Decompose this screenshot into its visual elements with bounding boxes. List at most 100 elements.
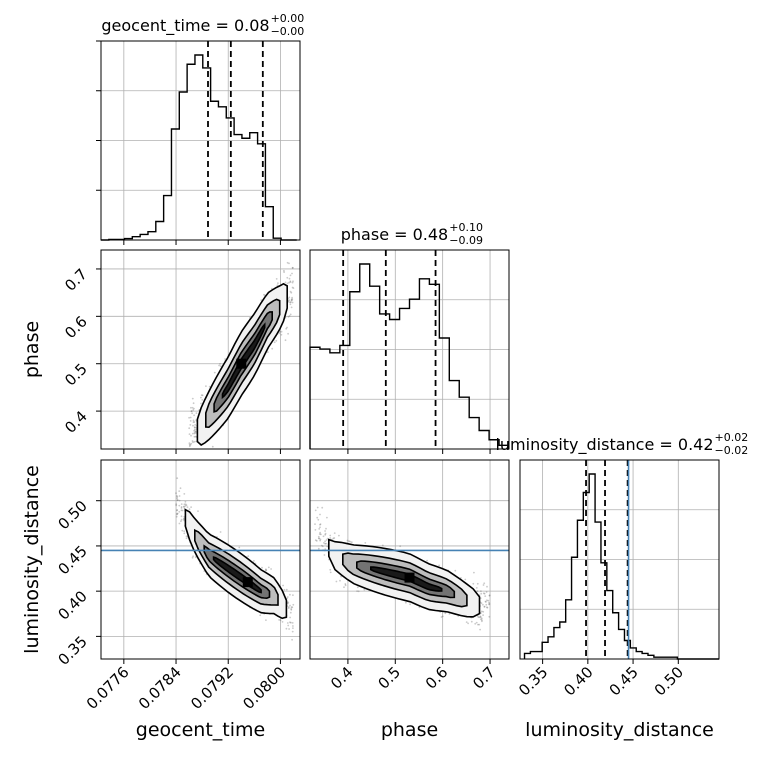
scatter-point <box>291 638 293 641</box>
histogram-luminosity_distance <box>523 473 719 660</box>
scatter-point <box>319 531 321 534</box>
scatter-point <box>287 607 290 609</box>
scatter-point <box>290 608 293 610</box>
scatter-point <box>290 298 293 301</box>
scatter-point <box>279 330 281 333</box>
scatter-point <box>340 575 342 578</box>
scatter-point <box>440 616 443 618</box>
scatter-point <box>314 509 317 512</box>
density-peak <box>236 358 247 369</box>
scatter-point <box>482 584 485 586</box>
scatter-point <box>191 471 193 473</box>
scatter-point <box>199 458 201 460</box>
scatter-point <box>188 442 191 445</box>
scatter-point <box>287 332 289 335</box>
scatter-point <box>195 432 198 434</box>
scatter-point <box>329 568 332 571</box>
scatter-point <box>289 274 292 277</box>
scatter-point <box>192 421 195 423</box>
scatter-point <box>279 619 282 622</box>
scatter-point <box>291 606 294 609</box>
scatter-point <box>321 545 324 548</box>
scatter-point <box>480 618 482 621</box>
scatter-point <box>478 623 481 626</box>
scatter-point <box>189 472 191 474</box>
panel-grid <box>520 460 719 659</box>
scatter-point <box>287 624 290 627</box>
scatter-point <box>482 614 484 616</box>
scatter-point <box>193 432 196 435</box>
scatter-point <box>290 299 293 302</box>
x-tick-label-luminosity_distance: 0.35 <box>515 663 551 699</box>
scatter-point <box>291 272 293 275</box>
scatter-point <box>183 532 186 535</box>
scatter-point <box>267 566 270 569</box>
scatter-point <box>285 627 288 630</box>
scatter-point <box>317 535 320 538</box>
scatter-point <box>278 619 280 621</box>
scatter-point <box>261 566 263 569</box>
scatter-point <box>180 518 183 521</box>
scatter-point <box>283 271 285 273</box>
scatter-point <box>291 266 294 269</box>
scatter-point <box>200 402 202 405</box>
scatter-point <box>488 603 490 606</box>
scatter-point <box>325 527 327 530</box>
scatter-point <box>286 596 289 598</box>
x-tick-label-phase: 0.7 <box>469 663 499 693</box>
scatter-point <box>194 450 196 452</box>
scatter-point <box>292 287 295 289</box>
scatter-point <box>480 610 483 613</box>
scatter-point <box>292 603 295 606</box>
scatter-point <box>192 441 194 444</box>
scatter-point <box>192 402 195 405</box>
scatter-point <box>329 534 332 537</box>
scatter-point <box>479 615 482 618</box>
scatter-point <box>181 529 184 532</box>
scatter-point <box>324 540 326 543</box>
density-peak <box>404 572 415 583</box>
scatter-point <box>184 500 187 503</box>
scatter-point <box>275 278 278 280</box>
scatter-point <box>205 385 207 387</box>
scatter-point <box>335 580 338 583</box>
y-tick-label-luminosity_distance: 0.40 <box>54 587 90 623</box>
scatter-point <box>207 450 209 452</box>
scatter-point <box>339 579 341 582</box>
panel-content <box>314 506 491 631</box>
scatter-point <box>208 385 211 388</box>
y-axis-label-luminosity_distance: luminosity_distance <box>21 465 43 654</box>
scatter-point <box>484 600 487 603</box>
scatter-point <box>218 364 221 367</box>
scatter-point <box>488 601 490 604</box>
scatter-point <box>348 540 350 542</box>
scatter-point <box>289 290 292 293</box>
scatter-point <box>418 606 421 609</box>
scatter-point <box>476 590 479 593</box>
scatter-point <box>190 470 192 472</box>
title-lower: −0.02 <box>715 444 749 457</box>
scatter-point <box>286 602 289 605</box>
scatter-point <box>292 625 294 627</box>
title-upper: +0.02 <box>715 431 749 444</box>
title-text: luminosity_distance = 0.42 <box>495 435 713 455</box>
scatter-point <box>197 510 199 512</box>
scatter-point <box>291 296 293 299</box>
scatter-point <box>315 540 318 542</box>
scatter-point <box>364 542 367 544</box>
scatter-point <box>193 429 196 432</box>
scatter-point <box>200 394 203 396</box>
scatter-point <box>290 291 293 294</box>
scatter-point <box>326 516 328 519</box>
scatter-point <box>480 617 483 620</box>
scatter-point <box>289 621 291 624</box>
scatter-point <box>289 593 291 596</box>
scatter-point <box>483 606 486 608</box>
scatter-point <box>189 416 192 419</box>
scatter-point <box>203 453 205 455</box>
scatter-point <box>287 601 290 604</box>
scatter-point <box>183 505 185 508</box>
scatter-point <box>291 298 294 300</box>
scatter-point <box>263 293 265 296</box>
y-tick-label-phase: 0.7 <box>61 265 91 295</box>
